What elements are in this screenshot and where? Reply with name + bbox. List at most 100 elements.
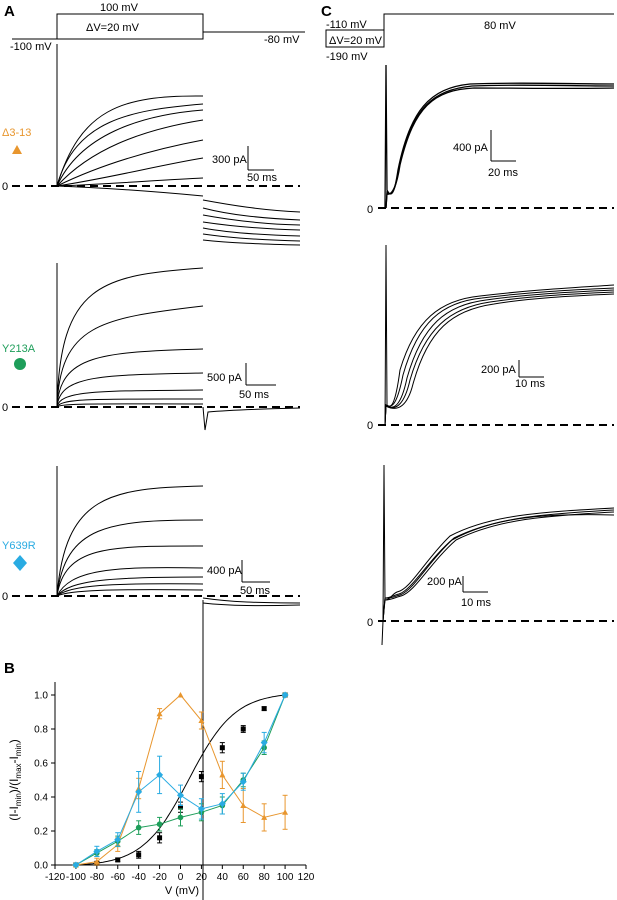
zero-label-c3: 0: [367, 617, 373, 629]
trace-label-y639r: Y639R: [2, 540, 36, 552]
series-line: [75, 694, 286, 866]
series--3-13: [72, 692, 289, 868]
data-point: [93, 847, 101, 855]
panel-c-traces-3: 0 200 pA 10 ms: [367, 464, 615, 646]
data-point: [240, 726, 246, 732]
current-traces: [384, 64, 615, 209]
x-tick-label: 80: [259, 872, 271, 883]
x-tick-label: 100: [277, 872, 294, 883]
scale-bar-c2: [518, 360, 544, 378]
data-point: [72, 861, 80, 869]
panel-a-letter: A: [4, 3, 15, 20]
trace-label-y213a: Y213A: [2, 343, 36, 355]
data-point: [156, 771, 164, 779]
zero-label-a1: 0: [2, 181, 8, 193]
x-tick-label: -80: [90, 872, 105, 883]
panel-a-traces-delta3-13: Δ3-13 0 300 pA 50 ms: [2, 44, 301, 246]
series-y213a: [73, 692, 288, 868]
data-point: [177, 791, 184, 799]
y-tick-label: 0.0: [34, 861, 48, 872]
scale-bar-a3: [241, 560, 270, 583]
protocol-step-top: 100 mV: [100, 2, 139, 14]
current-traces: [384, 244, 615, 426]
scale-bar-c3: [462, 576, 488, 593]
protocol-step-delta: ΔV=20 mV: [86, 22, 140, 34]
data-point: [261, 814, 268, 820]
x-tick-label: 60: [238, 872, 250, 883]
y-tick-label: 0.4: [34, 793, 48, 804]
data-point: [157, 835, 163, 841]
panel-a-traces-y213a: Y213A 0 500 pA 50 ms: [2, 263, 301, 431]
data-point: [197, 805, 205, 813]
data-point: [156, 821, 163, 827]
data-point: [282, 809, 289, 815]
scale-current-c2: 200 pA: [481, 364, 517, 376]
scale-time-c3: 10 ms: [461, 597, 491, 609]
y-tick-label: 0.2: [34, 827, 48, 838]
series-wt: [73, 692, 288, 868]
x-tick-label: 20: [196, 872, 208, 883]
data-point: [218, 800, 226, 808]
data-point: [177, 692, 184, 698]
x-tick-label: 40: [217, 872, 229, 883]
data-point: [135, 824, 142, 831]
current-traces: [381, 464, 615, 646]
current-traces: [56, 267, 301, 431]
data-point: [198, 774, 204, 780]
fit-line: [75, 694, 286, 866]
triangle-icon: [12, 145, 22, 154]
scale-time-c2: 10 ms: [515, 378, 545, 390]
diamond-icon: [13, 555, 27, 571]
panel-c-traces-1: 0 400 pA 20 ms: [367, 64, 615, 216]
trace-label-delta3-13: Δ3-13: [2, 127, 31, 139]
x-tick-label: -60: [111, 872, 126, 883]
protocol-c-hold-top: -110 mV: [326, 19, 367, 31]
scale-time-a2: 50 ms: [239, 389, 269, 401]
chart-series: [72, 691, 289, 869]
data-point: [219, 745, 225, 751]
x-tick-label: 0: [178, 872, 184, 883]
scale-current-c1: 400 pA: [453, 142, 489, 154]
protocol-c-step-value: 80 mV: [484, 20, 516, 32]
panel-c-protocol: [325, 13, 614, 48]
data-point: [198, 717, 205, 723]
scale-time-a3: 50 ms: [240, 585, 270, 597]
data-point: [178, 804, 183, 810]
panel-a-protocol: [12, 13, 305, 40]
scale-bar-a1: [247, 146, 274, 171]
series-y639r: [72, 691, 289, 869]
data-point: [177, 814, 184, 821]
y-tick-label: 0.6: [34, 759, 48, 770]
scale-time-a1: 50 ms: [247, 172, 277, 184]
chart-axes: -120 -100 -80 -60 -40 -20 0 20 40 60 80 100 120 0.0 0.…: [34, 682, 315, 883]
data-point: [93, 858, 100, 865]
scale-current-a2: 500 pA: [207, 372, 243, 384]
panel-c-traces-2: 0 200 pA 10 ms: [367, 244, 615, 432]
panel-b-letter: B: [4, 660, 15, 677]
current-traces: [56, 95, 301, 246]
zero-label-c2: 0: [367, 420, 373, 432]
x-tick-label: 120: [298, 872, 315, 883]
zero-label-c1: 0: [367, 204, 373, 216]
data-point: [114, 836, 122, 843]
y-tick-label: 0.8: [34, 725, 48, 736]
x-tick-label: -40: [131, 872, 146, 883]
data-point: [135, 788, 143, 796]
current-traces: [56, 485, 301, 900]
scale-bar-c1: [490, 130, 516, 162]
data-point: [260, 739, 268, 747]
data-point: [136, 852, 142, 858]
data-point: [261, 706, 267, 712]
x-tick-label: -120: [45, 872, 65, 883]
scale-current-c3: 200 pA: [427, 576, 463, 588]
y-axis-label: (I-Imin)/(Imax-Imin): [7, 739, 23, 821]
scale-bar-a2: [245, 363, 276, 386]
data-point: [239, 778, 247, 786]
data-point: [240, 802, 247, 808]
x-tick-label: -100: [66, 872, 86, 883]
protocol-c-step-delta: ΔV=20 mV: [329, 35, 383, 47]
gv-chart: -120 -100 -80 -60 -40 -20 0 20 40 60 80 100 120 0.0 0.…: [7, 682, 315, 897]
x-axis-label: V (mV): [165, 885, 199, 897]
series-line: [75, 694, 286, 866]
